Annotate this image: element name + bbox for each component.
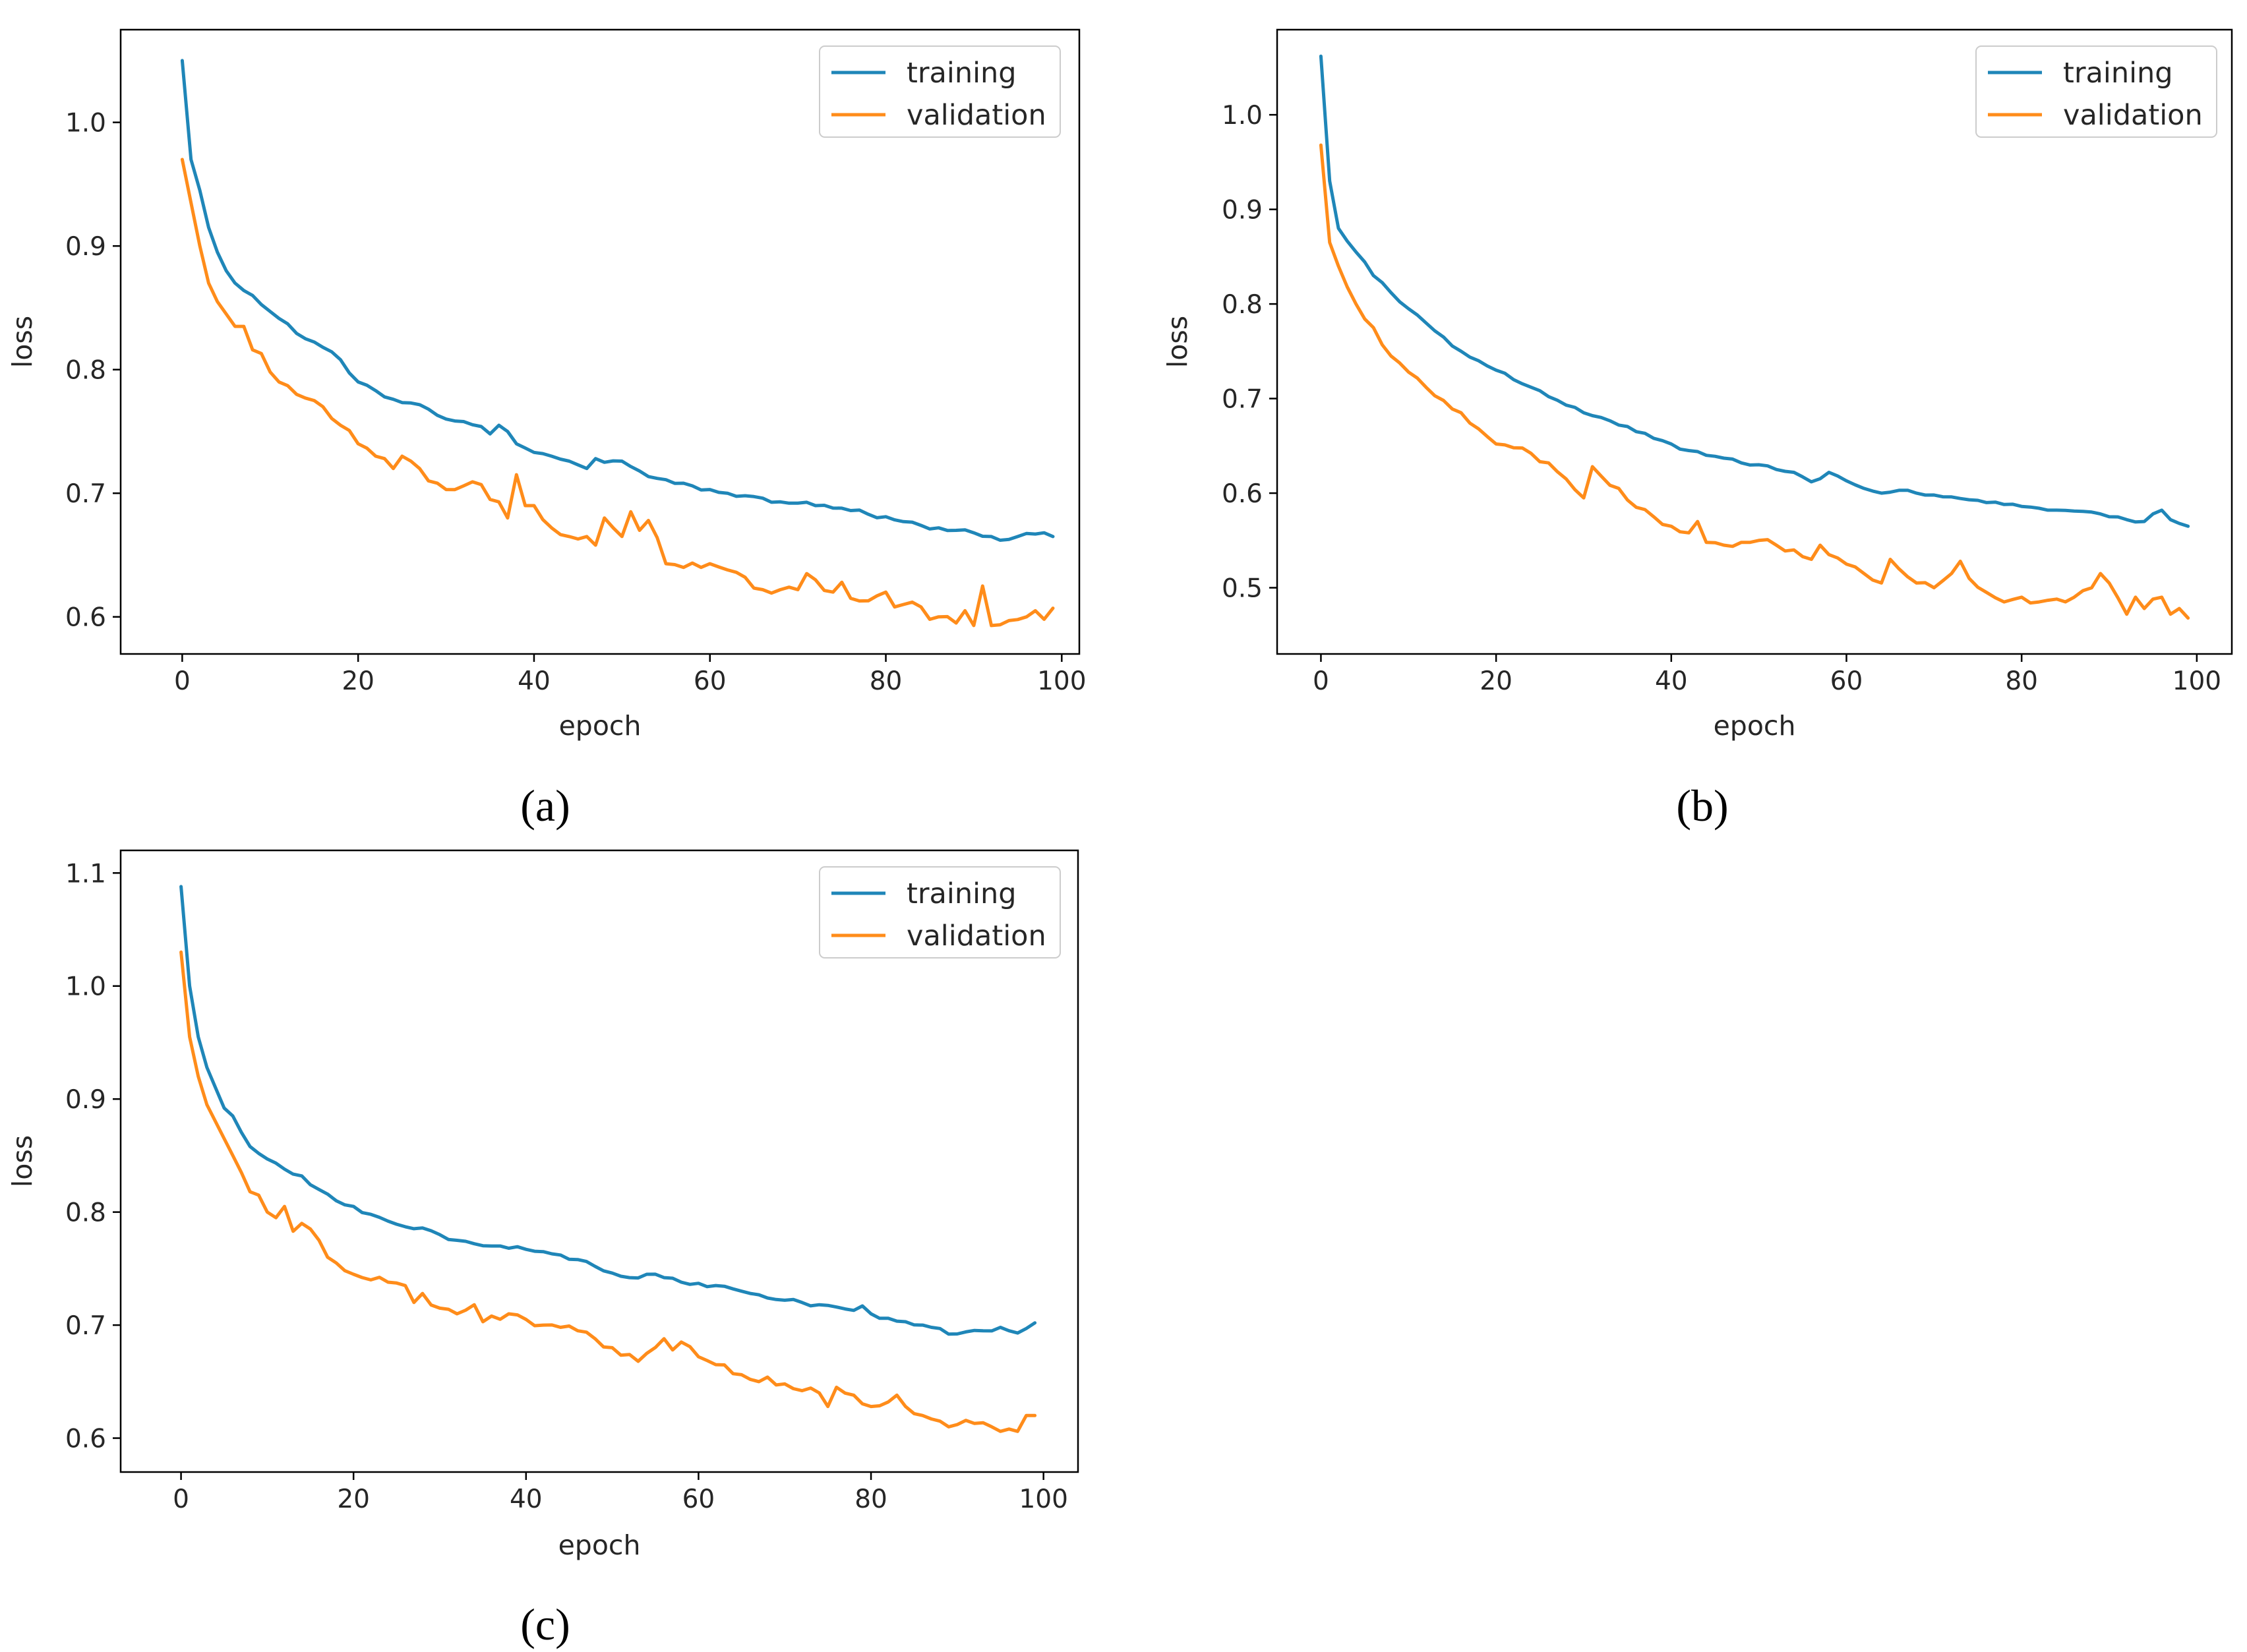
x-axis-label: epoch xyxy=(1714,710,1796,742)
x-tick-label: 20 xyxy=(342,666,374,696)
y-tick-label: 0.5 xyxy=(1222,574,1263,604)
y-tick-label: 0.8 xyxy=(65,356,106,386)
y-tick-label: 0.9 xyxy=(65,1085,106,1115)
x-tick-label: 40 xyxy=(518,666,551,696)
x-tick-label: 20 xyxy=(337,1485,370,1514)
legend-label-training: training xyxy=(2063,57,2173,90)
legend: training validation xyxy=(819,866,1061,959)
y-tick-label: 0.6 xyxy=(1222,479,1263,509)
legend-label-training: training xyxy=(907,877,1017,910)
x-tick-label: 100 xyxy=(2172,666,2221,696)
x-tick-label: 100 xyxy=(1019,1485,1067,1514)
y-tick-label: 0.7 xyxy=(65,479,106,509)
y-tick-label: 0.8 xyxy=(1222,290,1263,320)
legend-label-validation: validation xyxy=(907,99,1046,132)
chart-panel-a: 0 20 40 60 80 100 0.6 0.7 0.8 0.9 1.0 epoch loss trai… xyxy=(7,28,1087,831)
x-tick-label: 60 xyxy=(694,666,727,696)
x-tick-label: 60 xyxy=(1830,666,1863,696)
y-tick-label: 0.8 xyxy=(65,1198,106,1228)
x-tick-label: 0 xyxy=(173,1485,189,1514)
panel-caption: (b) xyxy=(1676,781,1728,831)
y-tick-label: 0.6 xyxy=(65,1425,106,1454)
legend-label-validation: validation xyxy=(907,920,1046,953)
x-tick-label: 40 xyxy=(1655,666,1688,696)
x-tick-label: 20 xyxy=(1480,666,1513,696)
y-axis-label: loss xyxy=(7,316,38,368)
y-tick-label: 1.0 xyxy=(1222,101,1263,131)
legend: training validation xyxy=(819,45,1061,138)
y-tick-label: 0.7 xyxy=(65,1311,106,1341)
series-line-validation xyxy=(1319,143,2190,620)
series-line-validation xyxy=(179,950,1037,1433)
y-tick-label: 1.0 xyxy=(65,109,106,138)
x-axis-label: epoch xyxy=(558,1529,641,1561)
y-tick-label: 0.6 xyxy=(65,603,106,633)
y-tick-label: 0.9 xyxy=(1222,196,1263,225)
x-tick-label: 60 xyxy=(682,1485,715,1514)
y-tick-label: 0.7 xyxy=(1222,385,1263,415)
x-tick-label: 0 xyxy=(174,666,191,696)
legend: training validation xyxy=(1975,45,2217,138)
x-tick-label: 40 xyxy=(510,1485,543,1514)
y-tick-label: 1.1 xyxy=(65,859,106,889)
series-line-training xyxy=(179,885,1037,1336)
chart-panel-c: 0 20 40 60 80 100 0.6 0.7 0.8 0.9 1.0 1.1 epoch loss t… xyxy=(7,849,1079,1649)
axes-frame xyxy=(119,28,1081,655)
legend-label-validation: validation xyxy=(2063,99,2203,132)
series-line-training xyxy=(180,59,1055,542)
series-line-training xyxy=(1319,54,2190,528)
x-tick-label: 80 xyxy=(870,666,903,696)
x-tick-label: 0 xyxy=(1313,666,1329,696)
x-tick-label: 80 xyxy=(2005,666,2038,696)
panel-caption: (a) xyxy=(520,781,570,831)
y-axis-label: loss xyxy=(7,1135,38,1187)
chart-panel-b: 0 20 40 60 80 100 0.5 0.6 0.7 0.8 0.9 1.0 epoch loss t… xyxy=(1162,28,2233,831)
panel-caption: (c) xyxy=(520,1599,570,1649)
x-axis-label: epoch xyxy=(559,710,642,742)
legend-label-training: training xyxy=(907,57,1017,90)
axes-frame xyxy=(1276,28,2233,655)
y-axis-label: loss xyxy=(1162,316,1193,368)
axes-frame xyxy=(119,849,1079,1473)
x-tick-label: 80 xyxy=(854,1485,887,1514)
x-tick-label: 100 xyxy=(1037,666,1086,696)
series-line-validation xyxy=(180,158,1055,628)
y-tick-label: 0.9 xyxy=(65,232,106,262)
y-tick-label: 1.0 xyxy=(65,972,106,1002)
